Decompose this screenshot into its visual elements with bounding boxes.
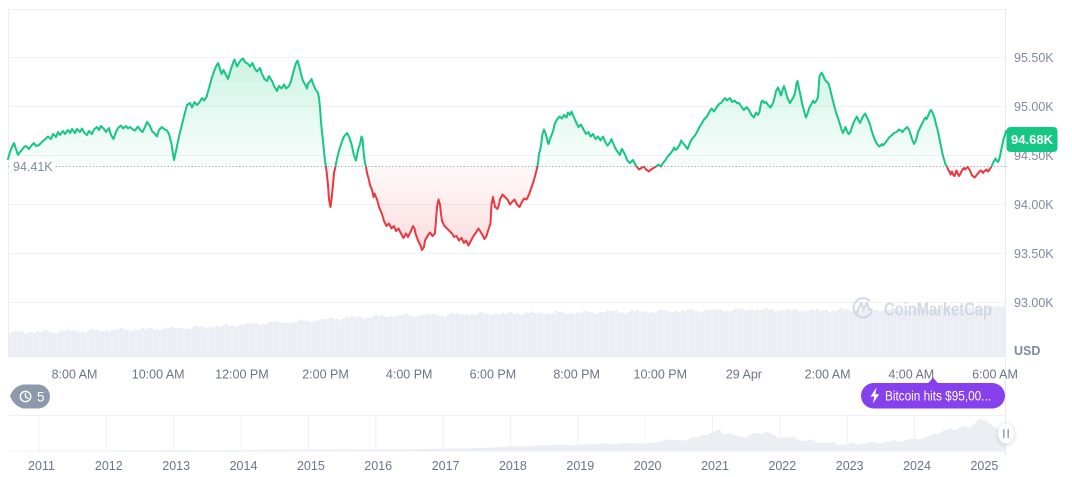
svg-text:2021: 2021 xyxy=(701,459,729,473)
svg-text:94.50K: 94.50K xyxy=(1014,149,1054,163)
svg-text:2016: 2016 xyxy=(364,459,392,473)
svg-text:6:00 AM: 6:00 AM xyxy=(972,368,1018,382)
svg-text:93.50K: 93.50K xyxy=(1014,247,1054,261)
svg-text:5: 5 xyxy=(37,390,45,405)
svg-text:10:00 PM: 10:00 PM xyxy=(634,368,688,382)
svg-text:95.50K: 95.50K xyxy=(1014,51,1054,65)
svg-text:2013: 2013 xyxy=(162,459,190,473)
svg-text:2:00 PM: 2:00 PM xyxy=(302,368,349,382)
svg-text:CoinMarketCap: CoinMarketCap xyxy=(884,299,992,320)
svg-text:94.00K: 94.00K xyxy=(1014,198,1054,212)
svg-text:95.00K: 95.00K xyxy=(1014,100,1054,114)
svg-text:2024: 2024 xyxy=(903,459,931,473)
svg-text:10:00 AM: 10:00 AM xyxy=(132,368,185,382)
svg-text:2020: 2020 xyxy=(634,459,662,473)
svg-text:6:00 PM: 6:00 PM xyxy=(470,368,517,382)
svg-text:2025: 2025 xyxy=(970,459,998,473)
svg-text:2:00 AM: 2:00 AM xyxy=(805,368,851,382)
svg-text:12:00 PM: 12:00 PM xyxy=(215,368,269,382)
svg-text:4:00 PM: 4:00 PM xyxy=(386,368,433,382)
svg-text:2018: 2018 xyxy=(499,459,527,473)
svg-text:2019: 2019 xyxy=(566,459,594,473)
svg-text:2023: 2023 xyxy=(836,459,864,473)
svg-text:2015: 2015 xyxy=(297,459,325,473)
svg-text:29 Apr: 29 Apr xyxy=(726,368,762,382)
svg-text:93.00K: 93.00K xyxy=(1014,296,1054,310)
svg-text:94.41K: 94.41K xyxy=(13,160,53,174)
svg-text:2014: 2014 xyxy=(230,459,258,473)
svg-text:8:00 PM: 8:00 PM xyxy=(553,368,600,382)
svg-text:8:00 AM: 8:00 AM xyxy=(52,368,98,382)
svg-text:4:00 AM: 4:00 AM xyxy=(888,368,934,382)
svg-text:94.68K: 94.68K xyxy=(1011,132,1054,147)
svg-text:USD: USD xyxy=(1014,344,1040,358)
svg-text:Bitcoin hits $95,00...: Bitcoin hits $95,00... xyxy=(885,389,991,404)
svg-text:2012: 2012 xyxy=(95,459,123,473)
svg-text:2022: 2022 xyxy=(768,459,796,473)
svg-text:2017: 2017 xyxy=(432,459,460,473)
svg-text:2011: 2011 xyxy=(28,459,55,473)
